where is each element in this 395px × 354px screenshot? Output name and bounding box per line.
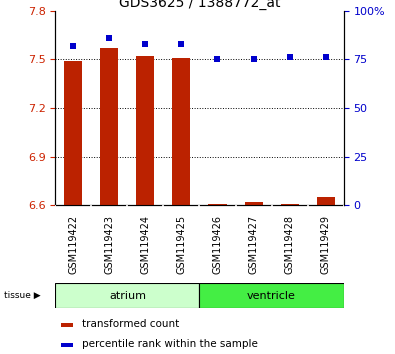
Bar <box>136 56 154 205</box>
Point <box>106 35 113 41</box>
Point <box>322 55 329 60</box>
Point <box>250 57 257 62</box>
Bar <box>55 283 199 308</box>
Text: tissue ▶: tissue ▶ <box>4 291 41 300</box>
Text: GSM119422: GSM119422 <box>68 215 78 274</box>
Text: GSM119427: GSM119427 <box>248 215 259 274</box>
Point <box>142 41 149 46</box>
Text: GSM119426: GSM119426 <box>213 215 222 274</box>
Text: GSM119425: GSM119425 <box>177 215 186 274</box>
Bar <box>199 283 344 308</box>
Bar <box>280 204 299 205</box>
Text: GSM119423: GSM119423 <box>104 215 115 274</box>
Text: GSM119424: GSM119424 <box>140 215 150 274</box>
Bar <box>100 48 118 205</box>
Point <box>70 43 77 48</box>
Bar <box>61 343 73 347</box>
Bar <box>64 61 82 205</box>
Bar <box>173 58 190 205</box>
Text: percentile rank within the sample: percentile rank within the sample <box>82 339 258 349</box>
Bar <box>61 324 73 327</box>
Point <box>214 57 221 62</box>
Text: atrium: atrium <box>109 291 146 301</box>
Point <box>178 41 184 46</box>
Text: ventricle: ventricle <box>247 291 296 301</box>
Bar <box>245 202 263 205</box>
Bar <box>209 204 226 205</box>
Text: transformed count: transformed count <box>82 319 179 329</box>
Text: GSM119429: GSM119429 <box>321 215 331 274</box>
Bar <box>317 197 335 205</box>
Title: GDS3625 / 1388772_at: GDS3625 / 1388772_at <box>119 0 280 10</box>
Text: GSM119428: GSM119428 <box>284 215 295 274</box>
Point <box>286 55 293 60</box>
